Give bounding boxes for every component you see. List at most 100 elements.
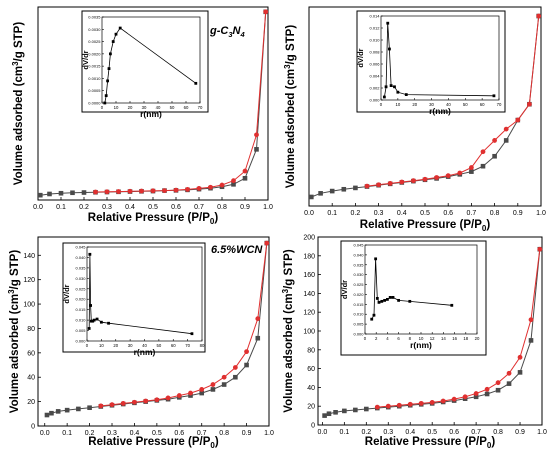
y-tick-label: 40: [307, 385, 315, 392]
desorption-point: [374, 404, 380, 410]
x-tick-label: 0.7: [471, 429, 481, 436]
inset-x-tick-label: 0: [380, 102, 383, 107]
y-tick-label: 160: [303, 272, 315, 279]
inset-chart: 0 10 20 30 40 50 60 70 0.000 0.002 0.004 0.006 0.008…: [356, 10, 506, 116]
inset-point: [396, 90, 400, 94]
x-tick-label: 0.9: [515, 429, 525, 436]
desorption-line: [377, 249, 541, 408]
inset-point: [388, 296, 392, 299]
x-tick-label: 0.2: [361, 429, 371, 436]
inset-point: [107, 67, 111, 70]
desorption-point: [515, 117, 521, 123]
adsorption-point: [58, 190, 64, 196]
x-tick-label: 0.6: [174, 430, 184, 437]
desorption-point: [162, 188, 167, 193]
x-tick-label: 0.1: [327, 210, 337, 217]
x-tick-label: 0.0: [304, 210, 314, 217]
inset-y-tick-label: 0.000: [369, 98, 380, 103]
y-tick-label: 120: [303, 310, 315, 317]
desorption-point: [154, 397, 160, 403]
inset-x-tick-label: 10: [99, 343, 104, 348]
adsorption-point: [199, 390, 205, 396]
adsorption-point: [233, 374, 238, 380]
inset-x-tick-label: 6: [397, 336, 400, 341]
inset-x-axis-label: r(nm): [410, 340, 432, 350]
x-tick-label: 0.7: [194, 204, 204, 211]
inset-y-tick-label: 0.0005: [88, 88, 101, 93]
inset-plot-frame: [380, 15, 500, 101]
inset-x-tick-label: 50: [463, 102, 468, 107]
adsorption-point: [480, 163, 486, 169]
inset-point: [393, 85, 396, 89]
inset-y-axis-label: dV/dr: [81, 50, 90, 69]
inset-x-tick-label: 60: [184, 105, 189, 110]
desorption-point: [219, 182, 225, 188]
y-tick-label: 140: [23, 253, 35, 260]
desorption-point: [231, 178, 236, 184]
adsorption-point: [484, 391, 490, 397]
adsorption-point: [255, 335, 261, 341]
inset-x-tick-label: 80: [200, 343, 205, 348]
y-tick-label: 20: [27, 399, 35, 406]
desorption-point: [422, 176, 428, 182]
y-tick-label: 80: [307, 347, 315, 354]
desorption-point: [254, 132, 259, 138]
inset-point: [450, 303, 454, 307]
inset-point: [370, 317, 374, 321]
x-tick-label: 0.7: [467, 210, 477, 217]
inset-y-tick-label: 0.0025: [88, 39, 101, 44]
inset-point: [386, 297, 389, 301]
adsorption-line: [324, 249, 541, 417]
inset-point: [382, 95, 386, 99]
panel-label: 6.5%WCN: [211, 244, 263, 256]
desorption-point: [407, 401, 413, 407]
desorption-point: [440, 398, 446, 404]
inset-x-tick-label: 40: [446, 102, 451, 107]
y-axis-label: Volume adsorbed (cm3/g STP): [11, 22, 25, 186]
x-axis-label: Relative Pressure (P/P0): [88, 212, 219, 226]
inset-y-tick-label: 0.040: [353, 252, 364, 257]
inset-point: [404, 93, 408, 96]
adsorption-point: [333, 410, 338, 415]
inset-x-tick-label: 20: [128, 105, 133, 110]
desorption-point: [537, 246, 543, 252]
inset-y-tick-label: 0.000: [353, 332, 364, 337]
x-tick-label: 0.9: [242, 430, 252, 437]
desorption-point: [376, 182, 381, 188]
inset-point: [109, 52, 112, 56]
adsorption-point: [341, 186, 347, 192]
desorption-point: [399, 179, 405, 185]
desorption-point: [517, 354, 523, 360]
y-axis-label: Volume adsorbed (cm3/g STP): [7, 250, 21, 414]
x-tick-label: 0.5: [427, 429, 437, 436]
adsorption-point: [76, 406, 81, 412]
x-tick-label: 0.1: [56, 204, 66, 211]
chart-panel-4: 0.0 0.1 0.2 0.3 0.4 0.5 0.6 0.7 0.8 0.9 1.00204060…: [281, 235, 547, 451]
desorption-point: [188, 390, 193, 396]
y-axis-label: Volume adsorbed (cm3/g STP): [283, 25, 297, 189]
x-axis-label: Relative Pressure (P/P0): [88, 436, 219, 450]
adsorption-point: [364, 406, 369, 412]
inset-x-tick-label: 0: [86, 343, 89, 348]
adsorption-point: [81, 190, 87, 195]
x-tick-label: 1.0: [537, 429, 547, 436]
inset-y-tick-label: 0.015: [353, 302, 364, 307]
inset-point: [118, 26, 122, 30]
desorption-point: [255, 316, 261, 322]
inset-x-tick-label: 12: [430, 336, 435, 341]
inset-x-tick-label: 16: [452, 336, 457, 341]
y-tick-label: 100: [303, 329, 315, 336]
inset-point: [372, 313, 376, 317]
inset-x-tick-label: 18: [463, 336, 468, 341]
inset-point: [408, 299, 412, 303]
x-tick-label: 0.7: [197, 430, 207, 437]
chart-panel-2: 0.0 0.1 0.2 0.3 0.4 0.5 0.6 0.7 0.8 0.9 1.0 Relativ…: [283, 6, 546, 233]
inset-y-tick-label: 0.005: [75, 328, 86, 333]
desorption-point: [98, 403, 104, 409]
inset-x-tick-label: 40: [156, 105, 161, 110]
x-tick-label: 0.8: [490, 210, 500, 217]
inset-chart: 0 10 20 30 40 50 60 70 0.0000 0.0005 0.0010 0.0015 0…: [81, 10, 209, 119]
x-axis-label: Relative Pressure (P/P0): [360, 219, 491, 233]
inset-y-tick-label: 0.020: [353, 292, 364, 297]
